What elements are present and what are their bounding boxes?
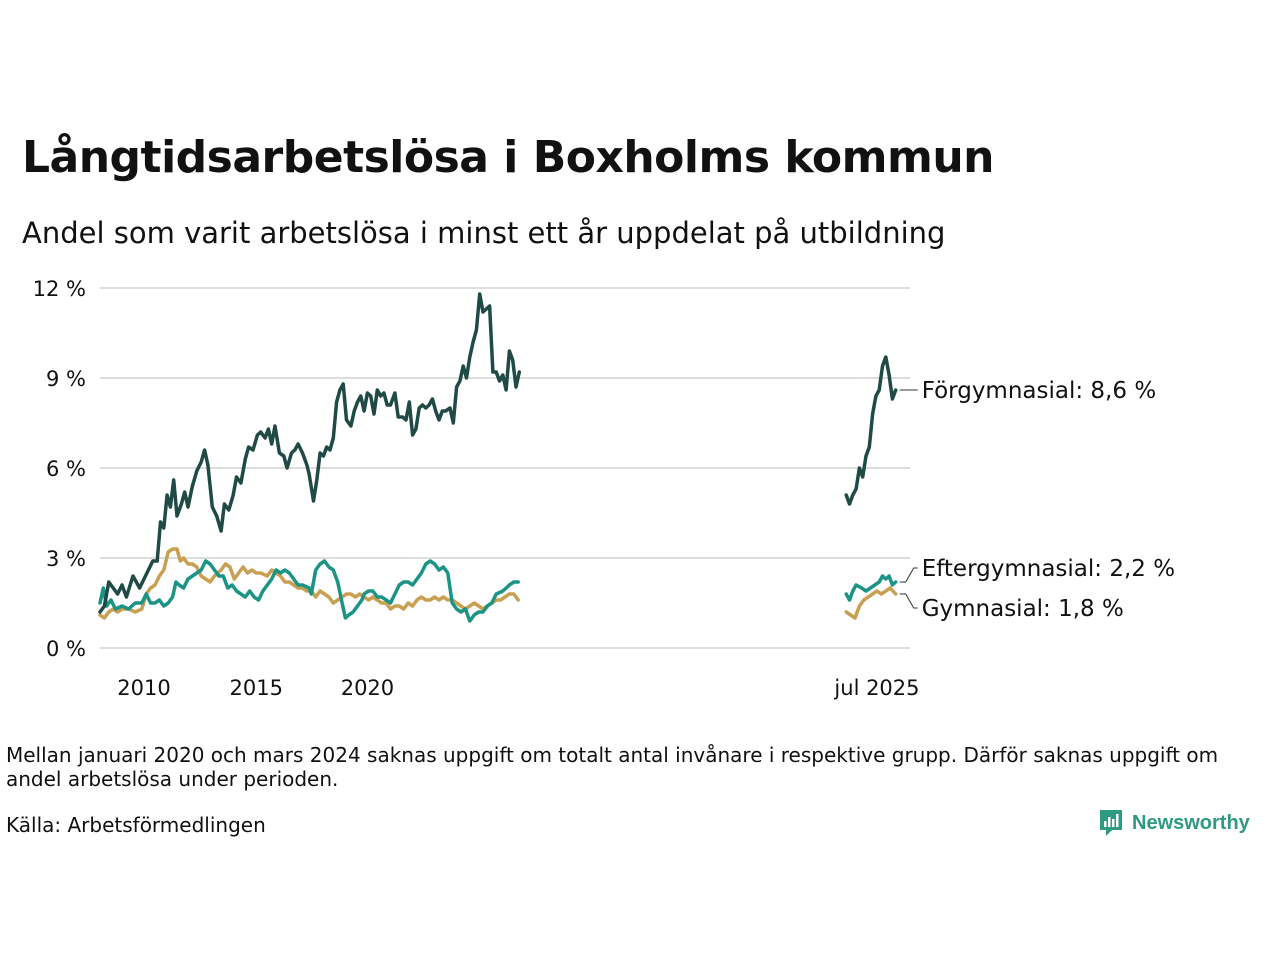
- label-connector: [899, 567, 918, 583]
- x-tick-label: 2020: [341, 676, 394, 700]
- end-label-gymnasial: Gymnasial: 1,8 %: [922, 596, 1124, 622]
- y-tick-label: 12 %: [33, 277, 86, 301]
- y-tick-label: 6 %: [46, 457, 86, 481]
- chart-subtitle: Andel som varit arbetslösa i minst ett å…: [22, 216, 946, 250]
- y-axis-ticks: 0 % 3 % 6 % 9 % 12 %: [33, 277, 86, 661]
- label-connector: [899, 593, 918, 609]
- series-line-forgymnasial: [844, 355, 898, 506]
- grid-lines: [100, 287, 910, 649]
- footnote: Mellan januari 2020 och mars 2024 saknas…: [6, 743, 1219, 791]
- y-tick-label: 0 %: [46, 637, 86, 661]
- series-line-gymnasial: [844, 586, 898, 620]
- series-lines: [98, 292, 898, 623]
- x-tick-label: 2010: [117, 676, 170, 700]
- chart-title: Långtidsarbetslösa i Boxholms kommun: [22, 132, 995, 183]
- x-axis-ticks: 2010 2015 2020 jul 2025: [117, 676, 919, 700]
- newsworthy-logo-icon: [1100, 810, 1122, 836]
- y-tick-label: 9 %: [46, 367, 86, 391]
- series-line-eftergymnasial: [98, 559, 520, 623]
- brand-name: Newsworthy: [1132, 811, 1250, 834]
- series-line-forgymnasial: [98, 292, 522, 614]
- series-line-eftergymnasial: [844, 574, 898, 602]
- x-tick-label: 2015: [230, 676, 283, 700]
- brand-logo[interactable]: Newsworthy: [1098, 808, 1250, 838]
- series-end-labels: Förgymnasial: 8,6 % Eftergymnasial: 2,2 %…: [899, 378, 1175, 622]
- line-chart: 0 % 3 % 6 % 9 % 12 % 2010 2015 2020 jul 2025 Fö…: [33, 277, 1175, 700]
- source-text: Källa: Arbetsförmedlingen: [6, 813, 266, 837]
- x-tick-label: jul 2025: [833, 676, 919, 700]
- end-label-eftergymnasial: Eftergymnasial: 2,2 %: [922, 556, 1175, 582]
- y-tick-label: 3 %: [46, 547, 86, 571]
- end-label-forgymnasial: Förgymnasial: 8,6 %: [922, 378, 1156, 404]
